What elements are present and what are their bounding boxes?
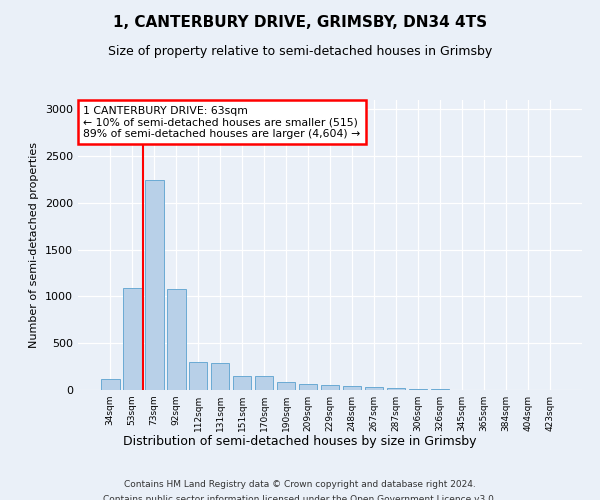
Bar [386,388,405,390]
Y-axis label: Number of semi-detached properties: Number of semi-detached properties [29,142,40,348]
Text: 1 CANTERBURY DRIVE: 63sqm
← 10% of semi-detached houses are smaller (515)
89% of: 1 CANTERBURY DRIVE: 63sqm ← 10% of semi-… [83,106,360,139]
Text: Contains public sector information licensed under the Open Government Licence v3: Contains public sector information licen… [103,495,497,500]
Bar [320,385,340,390]
Bar [409,389,427,390]
Bar [233,376,251,390]
Bar [101,379,119,390]
Bar [365,387,383,390]
Bar [255,376,274,390]
Bar [167,289,185,390]
Text: 1, CANTERBURY DRIVE, GRIMSBY, DN34 4TS: 1, CANTERBURY DRIVE, GRIMSBY, DN34 4TS [113,15,487,30]
Bar [277,382,295,390]
Bar [145,180,164,390]
Bar [343,386,361,390]
Text: Size of property relative to semi-detached houses in Grimsby: Size of property relative to semi-detach… [108,45,492,58]
Bar [299,384,317,390]
Text: Distribution of semi-detached houses by size in Grimsby: Distribution of semi-detached houses by … [123,435,477,448]
Bar [123,288,142,390]
Bar [211,363,229,390]
Text: Contains HM Land Registry data © Crown copyright and database right 2024.: Contains HM Land Registry data © Crown c… [124,480,476,489]
Bar [189,362,208,390]
